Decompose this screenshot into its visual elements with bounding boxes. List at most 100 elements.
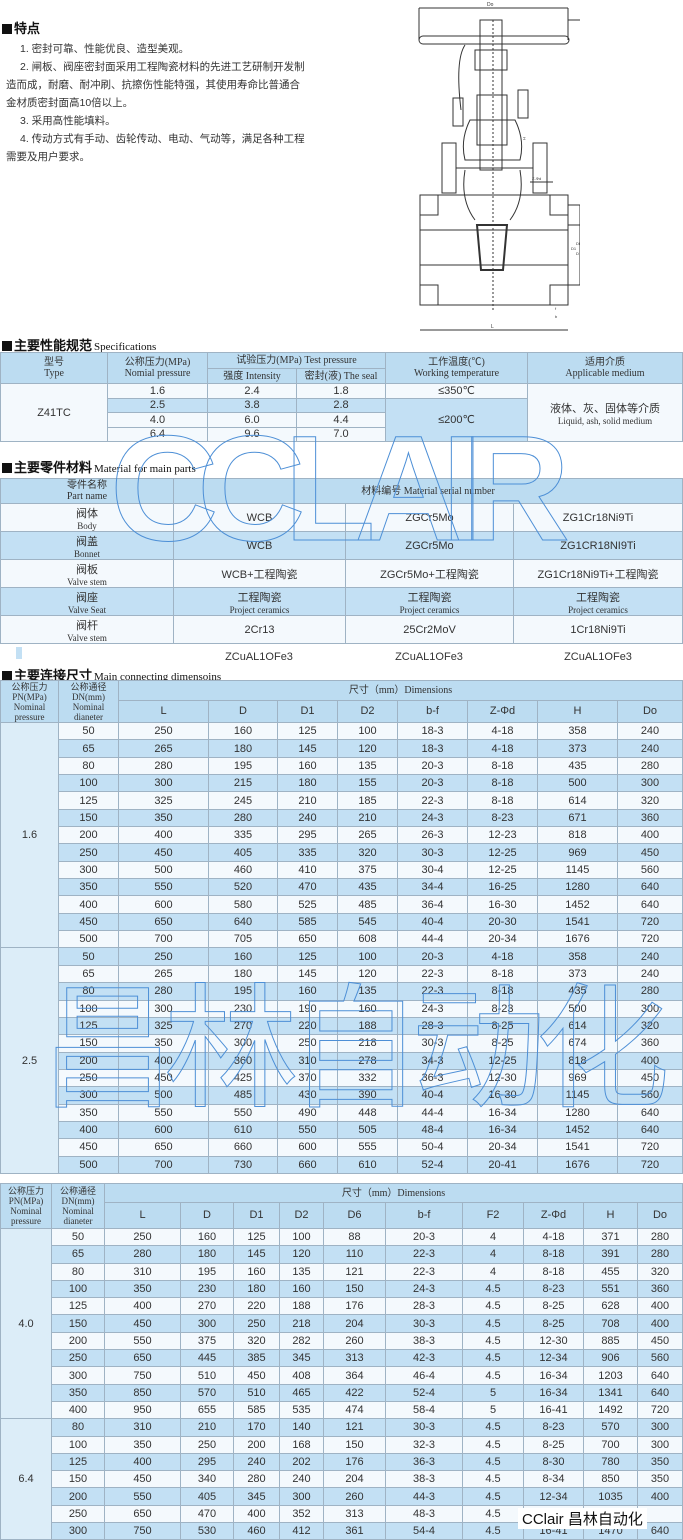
dimension-cell: 12-34 xyxy=(523,1349,584,1368)
dimension-cell: 410 xyxy=(277,860,338,880)
dimension-cell: 585 xyxy=(277,912,338,932)
dimension-cell: 400 xyxy=(104,1452,181,1472)
material-cell: 25Cr2MoV xyxy=(345,615,514,644)
diameter-cell: 300 xyxy=(58,1086,119,1105)
dimension-cell: 400 xyxy=(233,1504,280,1524)
spec-cell: 6.4 xyxy=(107,426,208,442)
spec-cell: 2.4 xyxy=(207,383,297,399)
spec-cell: 6.0 xyxy=(207,412,297,428)
column-header: H xyxy=(537,700,618,723)
cell-line: 公称压力 xyxy=(7,1186,44,1196)
dimension-cell: 335 xyxy=(277,843,338,862)
column-header: Z-Φd xyxy=(467,700,538,723)
dimension-cell: 8-25 xyxy=(467,1034,538,1053)
dimension-cell: 325 xyxy=(118,1016,209,1036)
dimension-cell: 20-34 xyxy=(467,930,538,949)
dimension-cell: 628 xyxy=(583,1297,638,1316)
dimension-cell: 230 xyxy=(180,1279,234,1299)
dimension-cell: 16-41 xyxy=(523,1400,584,1420)
cell-line: pressure xyxy=(14,711,45,722)
material-cell: 1Cr18Ni9Ti xyxy=(513,615,683,644)
header-nominal-diameter: 公称通径 DN(mm) Nominal dianeter xyxy=(58,680,119,723)
dimension-cell: 210 xyxy=(277,791,338,810)
dimension-cell: 300 xyxy=(180,1314,234,1333)
dimension-cell: 280 xyxy=(637,1245,683,1264)
dimension-cell: 100 xyxy=(337,721,398,741)
dimension-cell: 120 xyxy=(337,964,398,984)
dimension-cell: 180 xyxy=(208,964,278,984)
dimension-row: 125 400 295 240 202 176 36-3 4.5 8-30 780 350 xyxy=(1,1452,683,1472)
gate-valve-drawing: Do L H Z-Φd DN D1 D f b xyxy=(418,2,580,331)
dimension-row: 300 500 485 430 390 40-4 16-30 1145 560 xyxy=(1,1086,683,1105)
dimension-row: 80 310 195 160 135 121 22-3 4 8-18 455 320 xyxy=(1,1262,683,1281)
dimensions-table-1: 公称压力 PN(MPa) Nominal pressure 公称通径 DN(mm) Nomi… xyxy=(0,680,683,1174)
cell-line: dianeter xyxy=(63,1216,93,1226)
dimension-row: 65 265 180 145 120 22-3 8-18 373 240 xyxy=(1,964,683,984)
diameter-cell: 100 xyxy=(58,774,119,793)
dimension-row: 250 450 425 370 332 36-3 12-30 969 450 xyxy=(1,1068,683,1088)
dimension-cell: 88 xyxy=(323,1227,386,1247)
dimension-cell: 391 xyxy=(583,1245,638,1264)
extra-cell: ZCuAL1OFe3 xyxy=(564,651,632,663)
dimension-cell: 34-3 xyxy=(397,1051,468,1070)
diameter-cell: 200 xyxy=(51,1331,105,1351)
dimension-cell: 8-18 xyxy=(467,791,538,810)
dimension-cell: 280 xyxy=(208,808,278,828)
dimension-row: 150 350 280 240 210 24-3 8-23 671 360 xyxy=(1,808,683,828)
feature-item: 3. 采用高性能填料。 xyxy=(20,115,116,127)
dimension-cell: 250 xyxy=(277,1034,338,1053)
dimension-cell: 969 xyxy=(537,1068,618,1088)
dimension-cell: 16-34 xyxy=(523,1383,584,1402)
dimension-cell: 8-30 xyxy=(523,1452,584,1472)
dimension-cell: 270 xyxy=(180,1297,234,1316)
diameter-cell: 200 xyxy=(58,826,119,845)
dimension-cell: 950 xyxy=(104,1400,181,1420)
dimension-row: 80 280 195 160 135 20-3 8-18 435 280 xyxy=(1,756,683,776)
dimension-cell: 320 xyxy=(337,843,398,862)
dimension-cell: 1280 xyxy=(537,1103,618,1122)
material-cell: WCB xyxy=(173,503,346,532)
cell-line: Project ceramics xyxy=(568,604,628,615)
dimension-cell: 1452 xyxy=(537,895,618,914)
dimension-cell: 400 xyxy=(637,1297,683,1316)
dimension-cell: 400 xyxy=(617,1051,683,1070)
diameter-cell: 80 xyxy=(58,756,119,776)
dimension-cell: 655 xyxy=(180,1400,234,1420)
cell-line: pressure xyxy=(11,1216,41,1226)
dimension-cell: 385 xyxy=(233,1349,280,1368)
column-header: D xyxy=(180,1202,234,1229)
diameter-cell: 300 xyxy=(51,1366,105,1385)
diameter-cell: 100 xyxy=(51,1435,105,1454)
dimension-cell: 8-23 xyxy=(467,808,538,828)
label-dn: DN xyxy=(576,241,580,246)
dimension-cell: 4.5 xyxy=(462,1504,524,1524)
dimension-cell: 250 xyxy=(118,721,209,741)
dimension-cell: 560 xyxy=(617,1086,683,1105)
dimension-cell: 358 xyxy=(537,947,618,966)
dimension-cell: 195 xyxy=(208,982,278,1001)
cell-line: 公称压力 xyxy=(11,681,48,692)
dimension-cell: 160 xyxy=(277,756,338,776)
material-cell: 工程陶瓷 Project ceramics xyxy=(345,587,514,616)
dimension-cell: 708 xyxy=(583,1314,638,1333)
dimension-cell: 4.5 xyxy=(462,1435,524,1454)
dimension-row: 150 450 300 250 218 204 30-3 4.5 8-25 708 400 xyxy=(1,1314,683,1333)
dimension-cell: 8-18 xyxy=(523,1245,584,1264)
dimension-cell: 1203 xyxy=(583,1366,638,1385)
dimension-cell: 550 xyxy=(118,878,209,897)
material-row: 阀座 Valve Seat 工程陶瓷 Project ceramics 工程陶瓷 Proj… xyxy=(0,587,683,616)
dimension-cell: 8-18 xyxy=(523,1262,584,1281)
dimension-row: 200 400 335 295 265 26-3 12-23 818 400 xyxy=(1,826,683,845)
dimension-cell: 135 xyxy=(279,1262,324,1281)
cell-line: 工程陶瓷 xyxy=(407,591,452,604)
spec-cell: 2.5 xyxy=(107,397,208,413)
column-header: L xyxy=(104,1202,181,1229)
dimension-cell: 5 xyxy=(462,1383,524,1402)
spec-cell: 1.8 xyxy=(295,383,387,399)
dimension-row: 150 450 340 280 240 204 38-3 4.5 8-34 850 350 xyxy=(1,1470,683,1489)
type-cell: Z41TC xyxy=(0,383,108,442)
dimension-cell: 140 xyxy=(279,1418,324,1437)
dimension-cell: 550 xyxy=(118,1103,209,1122)
dimension-cell: 640 xyxy=(637,1366,683,1385)
label-d: D xyxy=(576,251,579,256)
